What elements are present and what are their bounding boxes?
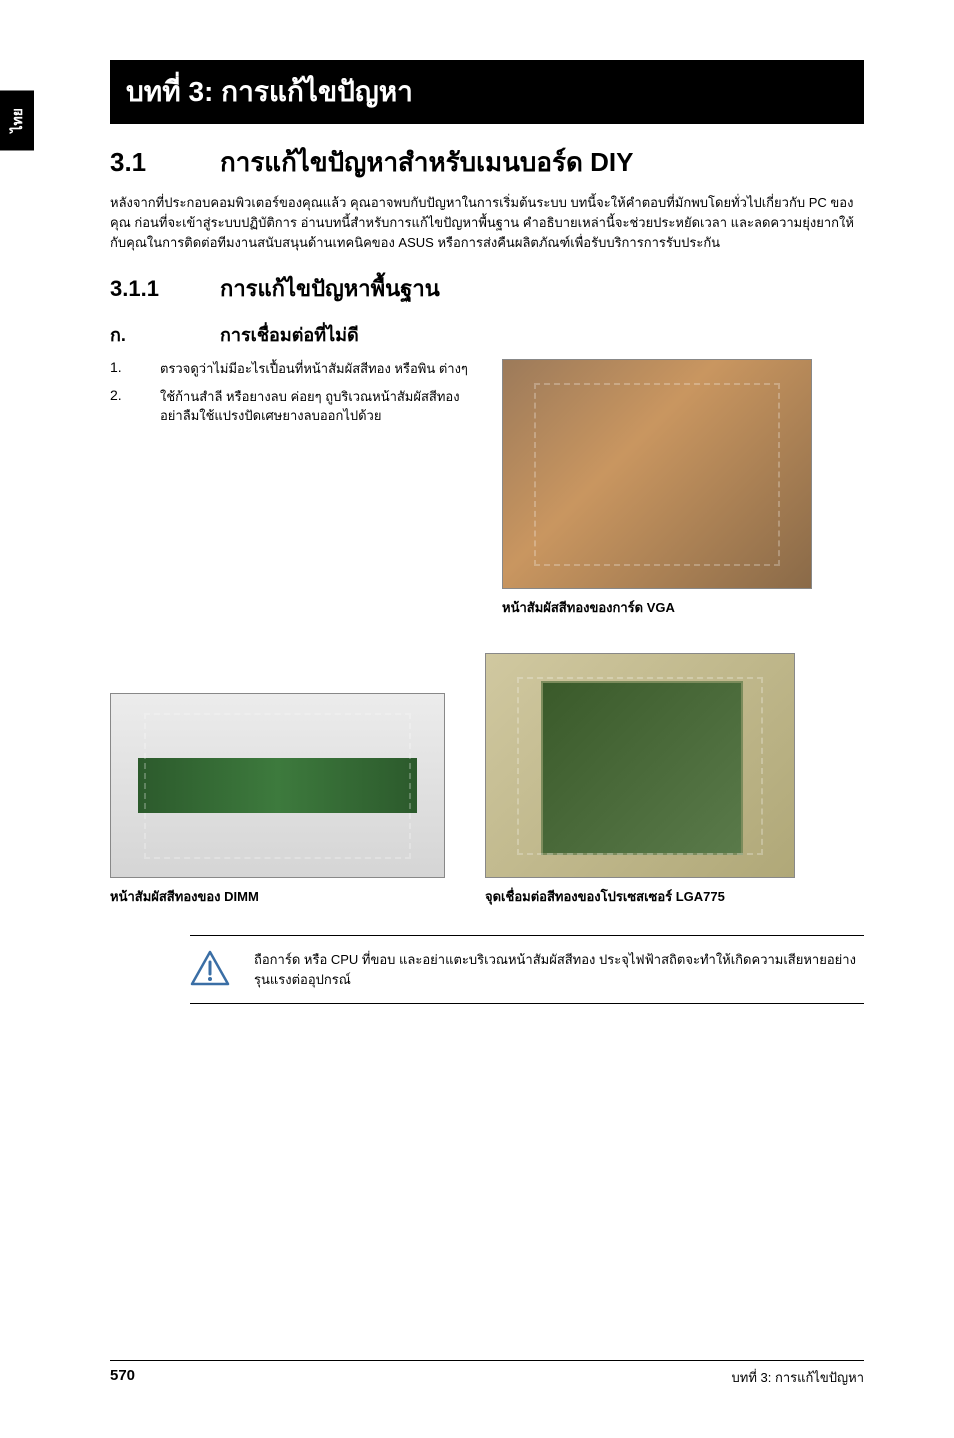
subsection-number: 3.1.1 xyxy=(110,276,220,302)
subsub-number: ก. xyxy=(110,320,220,349)
note-divider-bottom xyxy=(190,1003,864,1004)
step-number: 1. xyxy=(110,359,160,375)
cpu-figure: จุดเชื่อมต่อสีทองของโปรเซสเซอร์ LGA775 xyxy=(485,653,795,907)
section-number: 3.1 xyxy=(110,147,220,178)
cpu-caption: จุดเชื่อมต่อสีทองของโปรเซสเซอร์ LGA775 xyxy=(485,886,795,907)
page-content: บทที่ 3: การแก้ไขปัญหา 3.1 การแก้ไขปัญหา… xyxy=(0,0,954,1044)
warning-text: ถือการ์ด หรือ CPU ที่ขอบ และอย่าแตะบริเว… xyxy=(254,950,864,989)
dimm-contacts-image xyxy=(110,693,445,878)
dimm-caption: หน้าสัมผัสสีทองของ DIMM xyxy=(110,886,445,907)
cpu-contacts-image xyxy=(485,653,795,878)
subsection-heading: 3.1.1 การแก้ไขปัญหาพื้นฐาน xyxy=(110,271,864,306)
step-text: ใช้ก้านสำลี หรือยางลบ ค่อยๆ ถูบริเวณหน้า… xyxy=(160,387,472,426)
chapter-header-bar: บทที่ 3: การแก้ไขปัญหา xyxy=(110,60,864,124)
language-side-tab: ไทย xyxy=(0,90,34,150)
page-number: 570 xyxy=(110,1367,135,1388)
page-footer: 570 บทที่ 3: การแก้ไขปัญหา xyxy=(110,1360,864,1388)
warning-icon xyxy=(190,950,230,986)
section-heading: 3.1 การแก้ไขปัญหาสำหรับเมนบอร์ด DIY xyxy=(110,142,864,183)
subsection-title: การแก้ไขปัญหาพื้นฐาน xyxy=(220,271,440,306)
chapter-title: บทที่ 3: การแก้ไขปัญหา xyxy=(126,70,848,114)
step-number: 2. xyxy=(110,387,160,403)
dimm-figure: หน้าสัมผัสสีทองของ DIMM xyxy=(110,693,445,907)
intro-paragraph: หลังจากที่ประกอบคอมพิวเตอร์ของคุณแล้ว คุ… xyxy=(110,193,864,253)
subsub-title: การเชื่อมต่อที่ไม่ดี xyxy=(220,320,359,349)
step-row: 2. ใช้ก้านสำลี หรือยางลบ ค่อยๆ ถูบริเวณห… xyxy=(110,387,472,426)
subsubsection-heading: ก. การเชื่อมต่อที่ไม่ดี xyxy=(110,320,864,349)
footer-chapter-ref: บทที่ 3: การแก้ไขปัญหา xyxy=(732,1367,864,1388)
step-text: ตรวจดูว่าไม่มีอะไรเปื้อนที่หน้าสัมผัสสีท… xyxy=(160,359,472,379)
vga-contacts-image xyxy=(502,359,812,589)
warning-note: ถือการ์ด หรือ CPU ที่ขอบ และอย่าแตะบริเว… xyxy=(190,935,864,1004)
step-row: 1. ตรวจดูว่าไม่มีอะไรเปื้อนที่หน้าสัมผัส… xyxy=(110,359,472,379)
vga-caption: หน้าสัมผัสสีทองของการ์ด VGA xyxy=(502,597,864,618)
section-title: การแก้ไขปัญหาสำหรับเมนบอร์ด DIY xyxy=(220,142,633,183)
